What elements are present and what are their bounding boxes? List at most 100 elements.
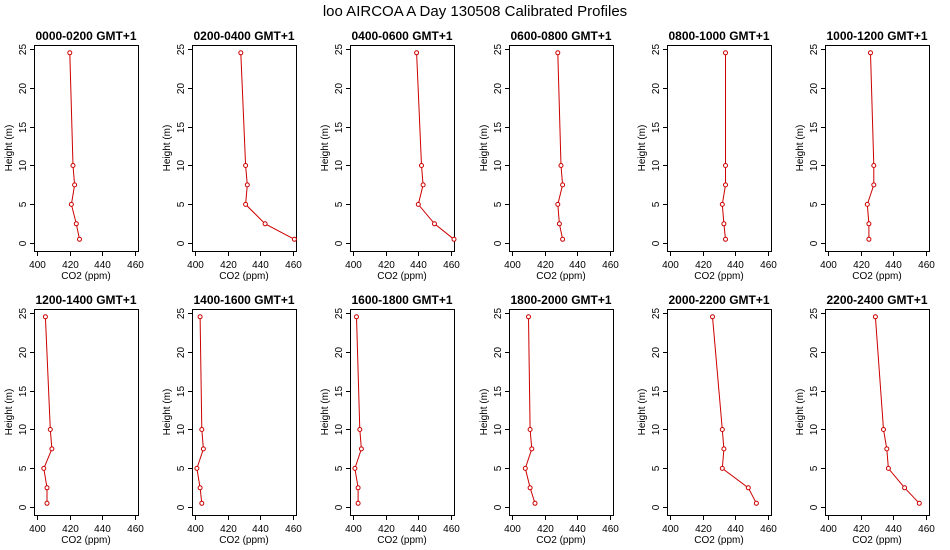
- profile-point: [866, 221, 872, 227]
- y-axis-label: Height (m): [637, 389, 648, 436]
- plot-frame: [825, 45, 930, 252]
- profile-line: [196, 316, 204, 504]
- x-tick-label: 460: [127, 260, 144, 271]
- y-tick-label: 15: [809, 122, 820, 134]
- y-tick-label: 5: [493, 465, 504, 471]
- profile-point: [420, 182, 426, 188]
- profile-point: [723, 163, 728, 168]
- profile-point: [44, 485, 50, 491]
- y-tick-label: 25: [334, 44, 345, 56]
- y-tick-label: 10: [651, 160, 662, 172]
- profile-point: [558, 163, 564, 168]
- profile-point: [871, 182, 877, 188]
- x-tick-label: 420: [62, 524, 79, 535]
- profile-point: [67, 50, 73, 56]
- panel-title: 1600-1800 GMT+1: [351, 293, 452, 307]
- x-tick-label: 420: [853, 524, 870, 535]
- panel-title: 0200-0400 GMT+1: [193, 29, 294, 43]
- profile-point: [355, 500, 361, 506]
- profile-point: [885, 465, 891, 471]
- x-axis-label: CO2 (ppm): [61, 271, 110, 282]
- y-tick-label: 25: [651, 44, 662, 56]
- y-tick-label: 20: [176, 83, 187, 95]
- y-tick-label: 20: [809, 83, 820, 95]
- y-tick-label: 10: [493, 424, 504, 436]
- profile-line: [524, 316, 536, 504]
- x-tick-label: 440: [94, 524, 111, 535]
- profile-line: [354, 316, 362, 504]
- x-tick-label: 440: [727, 260, 744, 271]
- y-tick-label: 15: [651, 122, 662, 134]
- profile-point: [47, 427, 53, 432]
- panel-2: 0200-0400 GMT+1 400 420 440 460 0 5 10 15 20 25 CO2…: [162, 29, 302, 282]
- profile-point: [291, 236, 297, 242]
- y-tick-label: 15: [176, 122, 187, 134]
- y-tick-label: 15: [334, 386, 345, 398]
- x-tick-label: 460: [602, 524, 619, 535]
- y-axis-label: Height (m): [320, 125, 331, 172]
- y-tick-label: 15: [18, 386, 29, 398]
- profile-point: [357, 427, 363, 432]
- y-axis-label: Height (m): [320, 389, 331, 436]
- profile-point: [200, 446, 206, 452]
- y-tick-label: 0: [809, 240, 820, 246]
- profile-point: [243, 201, 249, 207]
- profile-point: [68, 201, 74, 207]
- plot-frame: [667, 309, 772, 516]
- profile-point: [72, 182, 78, 188]
- panel-title: 0800-1000 GMT+1: [668, 29, 769, 43]
- x-tick-label: 400: [345, 260, 362, 271]
- y-tick-label: 15: [176, 386, 187, 398]
- y-tick-label: 25: [651, 308, 662, 320]
- profile-point: [262, 221, 268, 227]
- x-tick-label: 400: [504, 524, 521, 535]
- y-tick-label: 5: [334, 465, 345, 471]
- y-tick-label: 25: [176, 44, 187, 56]
- x-axis-label: CO2 (ppm): [219, 535, 268, 546]
- panel-title: 1800-2000 GMT+1: [510, 293, 611, 307]
- x-axis-label: CO2 (ppm): [694, 535, 743, 546]
- y-tick-label: 10: [651, 424, 662, 436]
- y-tick-label: 20: [18, 347, 29, 359]
- y-tick-label: 25: [18, 44, 29, 56]
- panel-11: 2000-2200 GMT+1 400 420 440 460 0 5 10 15 20 25 CO2…: [637, 293, 777, 546]
- y-tick-label: 0: [334, 504, 345, 510]
- x-tick-label: 420: [378, 524, 395, 535]
- y-tick-label: 10: [18, 424, 29, 436]
- profile-point: [49, 446, 55, 452]
- y-tick-label: 5: [809, 465, 820, 471]
- y-tick-label: 25: [18, 308, 29, 320]
- y-axis-label: Height (m): [637, 125, 648, 172]
- x-tick-label: 420: [695, 260, 712, 271]
- x-tick-label: 460: [918, 260, 935, 271]
- profile-point: [723, 50, 728, 56]
- profile-point: [532, 500, 538, 506]
- x-tick-label: 440: [252, 260, 269, 271]
- y-axis-label: Height (m): [479, 125, 490, 172]
- panel-7: 1200-1400 GMT+1 400 420 440 460 0 5 10 15 20 25 CO2…: [4, 293, 144, 546]
- panel-title: 2200-2400 GMT+1: [826, 293, 927, 307]
- y-tick-label: 20: [334, 347, 345, 359]
- profile-point: [526, 314, 531, 320]
- x-tick-label: 420: [378, 260, 395, 271]
- x-tick-label: 400: [29, 524, 46, 535]
- profile-point: [866, 236, 872, 242]
- profile-point: [197, 314, 203, 320]
- panel-5: 0800-1000 GMT+1 400 420 440 460 0 5 10 15 20 25 CO2…: [637, 29, 777, 282]
- y-tick-label: 15: [809, 386, 820, 398]
- x-tick-label: 400: [820, 260, 837, 271]
- profile-point: [723, 236, 728, 242]
- y-tick-label: 20: [651, 83, 662, 95]
- panel-10: 1800-2000 GMT+1 400 420 440 460 0 5 10 15 20 25 CO2…: [479, 293, 619, 546]
- y-tick-label: 10: [809, 424, 820, 436]
- panel-3: 0400-0600 GMT+1 400 420 440 460 0 5 10 15 20 25 CO2…: [320, 29, 460, 282]
- y-tick-label: 10: [334, 424, 345, 436]
- panel-title: 1400-1600 GMT+1: [193, 293, 294, 307]
- panel-title: 1200-1400 GMT+1: [35, 293, 136, 307]
- profile-line: [866, 52, 875, 240]
- profile-point: [556, 221, 562, 227]
- y-tick-label: 5: [176, 201, 187, 207]
- profile-point: [864, 201, 870, 207]
- y-tick-label: 0: [176, 240, 187, 246]
